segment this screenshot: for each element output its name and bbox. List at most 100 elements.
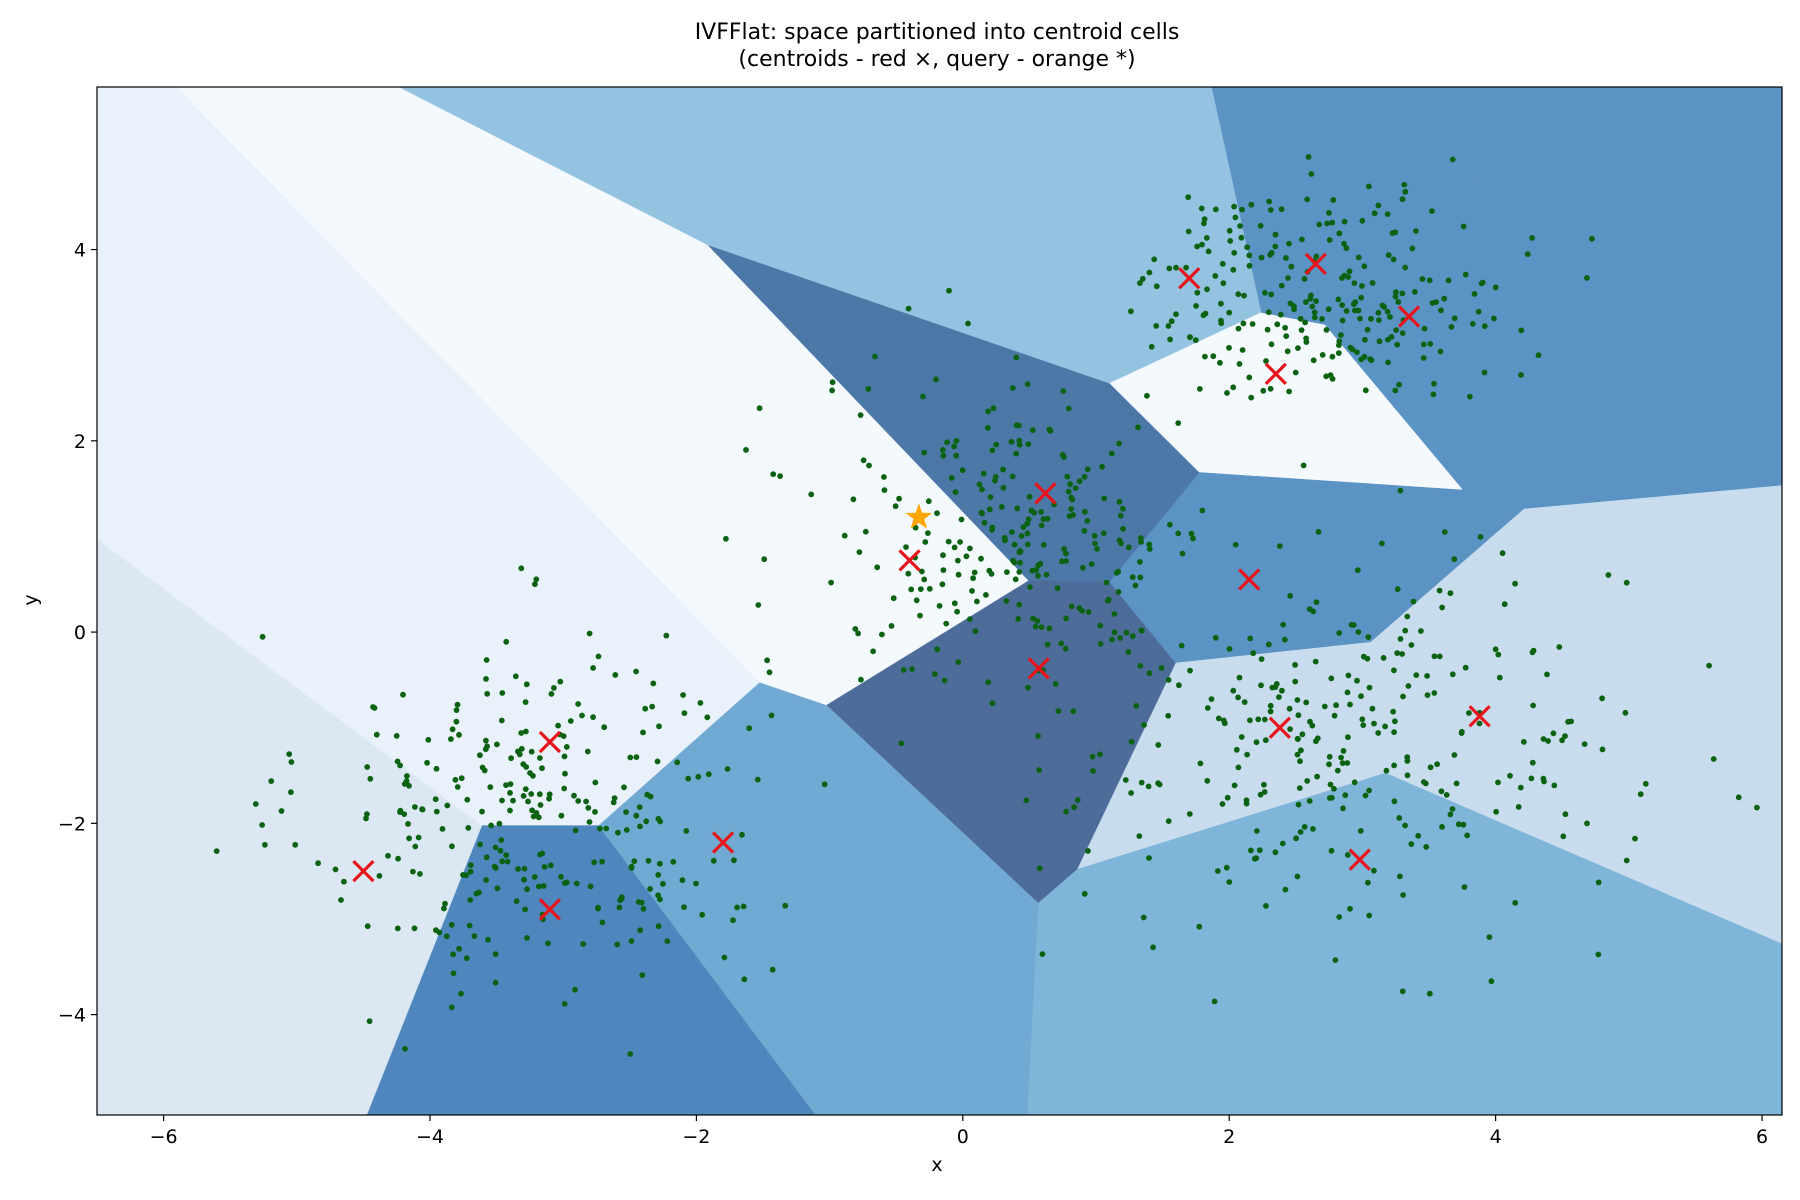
data-point — [521, 876, 527, 883]
plot-frame — [96, 86, 1783, 1116]
data-point — [782, 902, 789, 909]
data-point — [1085, 848, 1091, 854]
data-point — [943, 620, 950, 627]
data-point — [580, 941, 587, 947]
data-point — [535, 814, 542, 821]
data-point — [1257, 791, 1264, 798]
data-point — [1176, 682, 1182, 689]
data-point — [860, 457, 867, 464]
data-point — [1231, 249, 1238, 256]
data-point — [1024, 381, 1031, 387]
data-point — [971, 569, 978, 576]
data-point — [1230, 687, 1237, 694]
data-point — [1394, 341, 1401, 348]
data-point — [1226, 227, 1233, 234]
data-point — [1595, 951, 1602, 958]
data-point — [1000, 466, 1006, 473]
data-point — [1303, 339, 1310, 345]
data-point — [1197, 760, 1204, 767]
data-point — [1279, 687, 1285, 694]
data-point — [986, 506, 993, 513]
data-point — [1401, 181, 1408, 188]
data-point — [972, 628, 979, 635]
data-point — [621, 784, 627, 791]
data-point — [919, 568, 925, 575]
data-point — [465, 825, 472, 831]
data-point — [627, 1051, 634, 1057]
data-point — [531, 874, 538, 880]
data-point — [1070, 708, 1077, 715]
data-point — [458, 775, 465, 782]
data-point — [1451, 752, 1458, 758]
data-point — [710, 857, 717, 864]
data-point — [1326, 210, 1332, 216]
data-point — [1341, 240, 1347, 247]
data-point — [892, 503, 899, 510]
data-point — [1424, 692, 1431, 698]
data-point — [1455, 821, 1462, 828]
data-point — [1297, 315, 1304, 322]
data-point — [467, 868, 474, 875]
data-point — [1355, 629, 1362, 635]
data-point — [483, 657, 490, 663]
data-point — [1329, 353, 1336, 360]
data-point — [1165, 818, 1172, 824]
data-point — [1365, 879, 1371, 886]
data-point — [1360, 722, 1367, 728]
data-point — [1122, 777, 1129, 783]
data-point — [1443, 792, 1450, 798]
data-point — [363, 815, 369, 822]
data-point — [721, 954, 728, 961]
data-point — [497, 847, 504, 854]
data-point — [1299, 236, 1305, 243]
data-point — [1397, 873, 1403, 880]
data-point — [1345, 734, 1351, 741]
data-point — [1076, 605, 1083, 611]
data-point — [1144, 392, 1150, 399]
data-point — [1366, 787, 1372, 794]
data-point — [1364, 326, 1371, 333]
data-point — [865, 386, 872, 392]
data-point — [518, 730, 525, 736]
data-point — [1140, 914, 1147, 921]
data-point — [640, 729, 646, 736]
data-point — [385, 852, 391, 859]
data-point — [1084, 466, 1091, 473]
data-point — [1429, 208, 1435, 215]
data-point — [448, 736, 454, 742]
data-point — [1116, 440, 1122, 447]
data-point — [1100, 530, 1107, 537]
data-point — [533, 810, 540, 816]
data-point — [405, 821, 411, 827]
data-point — [1512, 580, 1518, 587]
data-point — [1059, 558, 1065, 565]
data-point — [874, 564, 881, 571]
data-point — [628, 865, 635, 871]
data-point — [1400, 892, 1406, 898]
data-point — [1235, 764, 1242, 771]
data-point — [951, 544, 958, 551]
data-point — [685, 775, 692, 782]
data-point — [1354, 567, 1361, 574]
data-point — [1328, 847, 1335, 854]
data-point — [1238, 734, 1245, 740]
data-point — [1361, 263, 1368, 270]
data-point — [1185, 194, 1192, 201]
data-point — [1379, 540, 1385, 547]
data-point — [855, 630, 861, 637]
data-point — [1235, 694, 1241, 701]
data-point — [1384, 308, 1391, 315]
data-point — [1360, 653, 1367, 660]
data-point — [402, 1045, 408, 1052]
data-point — [660, 880, 666, 887]
data-point — [1304, 196, 1311, 203]
data-point — [974, 598, 980, 605]
data-point — [485, 936, 491, 943]
data-point — [1244, 244, 1251, 251]
data-point — [905, 305, 912, 312]
data-point — [656, 860, 663, 867]
data-point — [1128, 308, 1134, 315]
data-point — [1146, 670, 1153, 677]
data-point — [1203, 235, 1210, 241]
data-point — [518, 745, 525, 752]
